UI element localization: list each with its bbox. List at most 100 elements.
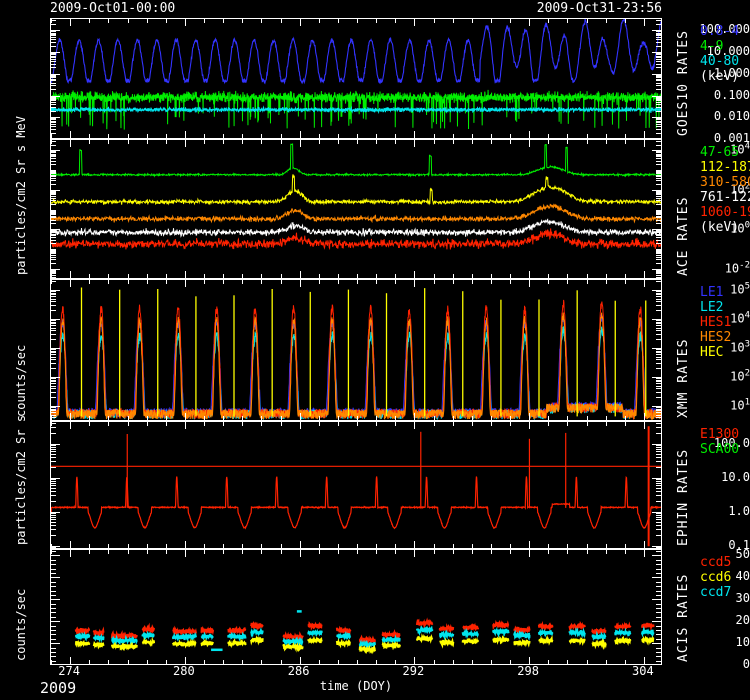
y-minor-tick [656,194,661,196]
y-minor-tick [51,296,56,298]
x-tick-label: 280 [173,664,195,678]
x-minor-tick [529,274,531,278]
legend-item: 47-65 [700,145,740,160]
x-minor-tick [414,422,416,426]
y-minor-tick [656,270,661,272]
y-minor-tick [656,209,661,211]
y-minor-tick [51,333,56,335]
y-minor-tick [656,273,661,275]
y-axis-title: counts/sec [14,588,28,661]
y-minor-tick [51,467,56,469]
y-minor-tick [656,572,661,574]
y-minor-tick [656,102,661,104]
y-minor-tick [656,647,661,649]
y-minor-tick [51,625,56,627]
y-minor-tick [51,485,56,487]
x-minor-tick [433,280,435,284]
y-minor-tick [656,461,661,463]
y-minor-tick [656,192,661,194]
x-minor-tick [452,550,454,554]
y-minor-tick [51,383,56,385]
x-minor-tick [624,416,626,420]
y-minor-tick [656,223,661,225]
y-minor-tick [51,183,56,185]
y-minor-tick [656,363,661,364]
x-minor-tick [51,660,52,664]
panel-acis-rates [50,549,662,665]
x-minor-tick [624,140,626,144]
y-minor-tick [656,75,661,77]
x-minor-tick [337,280,339,284]
x-minor-tick [643,544,645,548]
x-minor-tick [223,140,225,144]
y-minor-tick [51,152,56,154]
y-minor-tick [656,321,661,323]
y-minor-tick [51,453,56,455]
y-minor-tick [51,89,56,90]
x-minor-tick [395,544,397,548]
x-minor-tick [165,660,167,664]
x-minor-tick [643,416,645,420]
x-minor-tick [261,660,263,664]
x-minor-tick [471,660,473,664]
x-minor-tick [490,140,492,144]
y-minor-tick [51,274,56,276]
y-minor-tick [656,485,661,487]
y-minor-tick [51,359,56,361]
y-minor-tick [656,276,661,278]
x-minor-tick [261,422,263,426]
x-minor-tick [586,19,588,23]
x-minor-tick [280,280,282,284]
y-minor-tick [656,603,661,605]
y-minor-tick [51,154,56,156]
x-minor-tick [643,134,645,138]
x-minor-tick [337,134,339,138]
y-minor-tick [656,482,661,484]
x-minor-tick [452,544,454,548]
y-minor-tick [656,189,661,191]
y-minor-tick [656,412,661,414]
y-minor-tick [51,376,56,378]
x-minor-tick [280,660,282,664]
y-minor-tick [656,381,661,383]
y-minor-tick [51,20,56,21]
y-minor-tick [51,479,56,481]
y-minor-tick [656,123,661,125]
y-minor-tick [51,63,56,65]
y-minor-tick [656,417,661,419]
x-minor-tick [605,422,607,426]
x-minor-tick [108,422,110,426]
y-minor-tick [51,85,56,87]
x-tick-label: 298 [517,664,539,678]
y-minor-tick [656,63,661,65]
y-minor-tick [51,39,56,40]
y-tick-label: 104 [730,310,750,326]
y-minor-tick [656,347,661,349]
y-minor-tick [51,410,56,412]
x-minor-tick [89,416,91,420]
x-minor-tick [452,280,454,284]
y-minor-tick [51,634,56,636]
y-minor-tick [656,559,661,561]
x-minor-tick [452,416,454,420]
x-minor-tick [165,140,167,144]
y-minor-tick [656,243,661,244]
y-minor-tick [656,249,661,250]
x-minor-tick [299,280,301,284]
y-minor-tick [656,298,661,300]
x-minor-tick [108,416,110,420]
x-minor-tick [376,140,378,144]
legend-item: ccd6 [700,570,732,585]
y-minor-tick [656,268,661,270]
y-minor-tick [656,35,661,37]
y-minor-tick [656,511,661,513]
y-minor-tick [51,194,56,196]
y-minor-tick [656,525,661,527]
x-minor-tick [414,134,416,138]
y-minor-tick [656,178,661,179]
y-minor-tick [51,102,56,104]
y-minor-tick [51,547,56,548]
x-minor-tick [204,280,205,284]
y-tick-label: 0.001 [713,131,750,145]
y-minor-tick [656,445,661,447]
